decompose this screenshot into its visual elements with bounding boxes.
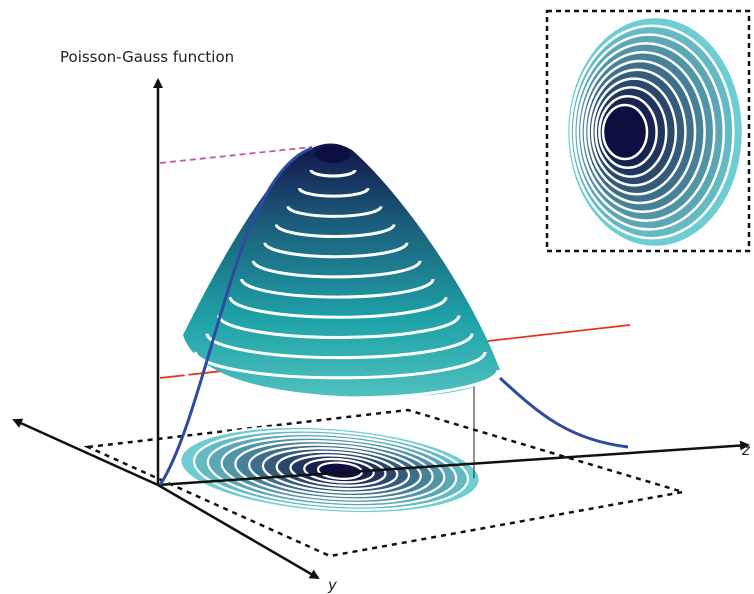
peak-line bbox=[160, 147, 312, 163]
profile-curve-tail bbox=[500, 378, 628, 447]
title: Poisson-Gauss function bbox=[60, 48, 234, 66]
inset-contours bbox=[567, 17, 743, 247]
illustration: Poisson-Gauss function z y bbox=[0, 0, 754, 594]
floor-contours bbox=[177, 418, 482, 523]
y-label: y bbox=[327, 576, 338, 594]
z-label: z bbox=[741, 441, 751, 459]
inset-contour bbox=[603, 105, 647, 159]
x-axis bbox=[14, 420, 158, 485]
peak bbox=[315, 145, 351, 163]
